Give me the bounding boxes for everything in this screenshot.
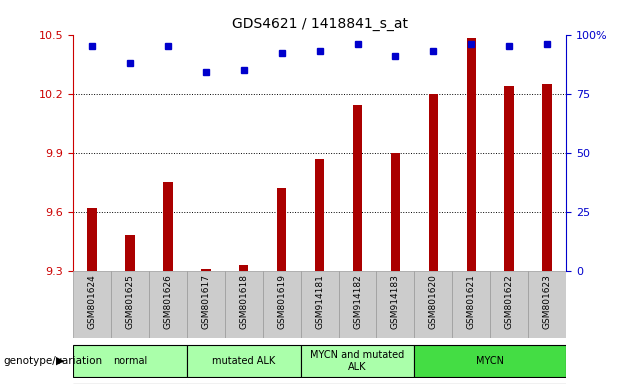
Title: GDS4621 / 1418841_s_at: GDS4621 / 1418841_s_at [232,17,408,31]
Text: GSM801621: GSM801621 [467,274,476,329]
Bar [87,208,97,271]
Bar [239,265,249,271]
Text: GSM801617: GSM801617 [202,274,211,329]
Bar [429,94,438,271]
Bar [277,188,286,271]
Text: GSM801619: GSM801619 [277,274,286,329]
Bar [490,271,528,338]
Text: MYCN: MYCN [476,356,504,366]
Bar [467,38,476,271]
Bar [263,271,301,338]
Bar [415,346,566,376]
Bar [528,271,566,338]
Text: GSM801618: GSM801618 [239,274,248,329]
Bar [125,235,135,271]
Bar [315,159,324,271]
Text: GSM914182: GSM914182 [353,274,362,329]
Text: genotype/variation: genotype/variation [3,356,102,366]
Text: normal: normal [113,356,147,366]
Bar [452,271,490,338]
Bar [391,153,400,271]
Text: GSM914181: GSM914181 [315,274,324,329]
Text: GSM801620: GSM801620 [429,274,438,329]
Bar [225,271,263,338]
Text: MYCN and mutated
ALK: MYCN and mutated ALK [310,350,404,372]
Bar [301,271,338,338]
Bar [149,271,187,338]
Bar [415,271,452,338]
Bar [187,271,225,338]
Bar [187,346,301,376]
Text: mutated ALK: mutated ALK [212,356,275,366]
Text: ▶: ▶ [56,356,65,366]
Bar [353,106,363,271]
Text: GSM801624: GSM801624 [88,274,97,329]
Text: GSM801626: GSM801626 [163,274,172,329]
Bar [73,346,187,376]
Bar [338,271,377,338]
Bar [201,269,211,271]
Bar [504,86,514,271]
Bar [377,271,415,338]
Bar [73,271,111,338]
Bar [301,346,415,376]
Bar [163,182,172,271]
Bar [111,271,149,338]
Text: GSM801623: GSM801623 [543,274,551,329]
Text: GSM801622: GSM801622 [505,274,514,329]
Text: GSM801625: GSM801625 [125,274,134,329]
Text: GSM914183: GSM914183 [391,274,400,329]
Bar [543,84,552,271]
